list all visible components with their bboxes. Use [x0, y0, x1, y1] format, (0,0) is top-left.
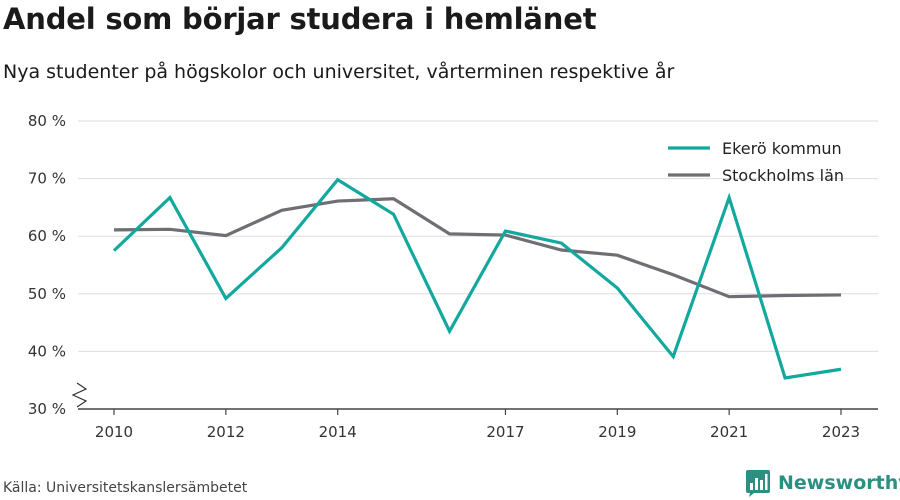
y-tick-label: 50 %	[28, 285, 66, 303]
legend-label: Ekerö kommun	[722, 139, 842, 158]
x-tick-label: 2019	[598, 423, 636, 441]
line-chart: 30 % 40 % 50 % 60 % 70 % 80 % 2010 2012 2014 2017…	[28, 112, 878, 441]
x-tick-label: 2017	[486, 423, 524, 441]
legend-label: Stockholms län	[722, 166, 844, 185]
series-line-stockholms-län	[113, 197, 842, 299]
axes: 30 % 40 % 50 % 60 % 70 % 80 % 2010 2012 2014 2017…	[28, 112, 878, 441]
series-line-ekerö-kommun	[112, 177, 842, 380]
legend: Ekerö kommun Stockholms län	[668, 139, 844, 185]
brand-name: Newsworthy	[778, 472, 900, 494]
source-note: Källa: Universitetskanslersämbetet	[3, 480, 248, 496]
x-tick-label: 2021	[710, 423, 748, 441]
y-tick-label: 30 %	[28, 400, 66, 418]
x-tick-label: 2014	[319, 423, 357, 441]
y-tick-label: 60 %	[28, 227, 66, 245]
y-tick-label: 40 %	[28, 342, 66, 360]
chart-title: Andel som börjar studera i hemlänet	[3, 2, 597, 36]
x-tick-label: 2010	[95, 423, 133, 441]
x-tick-label: 2023	[822, 423, 860, 441]
gridlines	[78, 120, 878, 352]
chart-subtitle: Nya studenter på högskolor och universit…	[3, 61, 675, 83]
x-tick-label: 2012	[207, 423, 245, 441]
brand-logo: Newsworthy	[745, 468, 900, 498]
y-tick-label: 80 %	[28, 112, 66, 130]
series-lines	[112, 177, 842, 380]
y-tick-label: 70 %	[28, 170, 66, 188]
axis-break-icon	[71, 382, 88, 408]
bar-chart-logo-icon	[746, 470, 770, 497]
